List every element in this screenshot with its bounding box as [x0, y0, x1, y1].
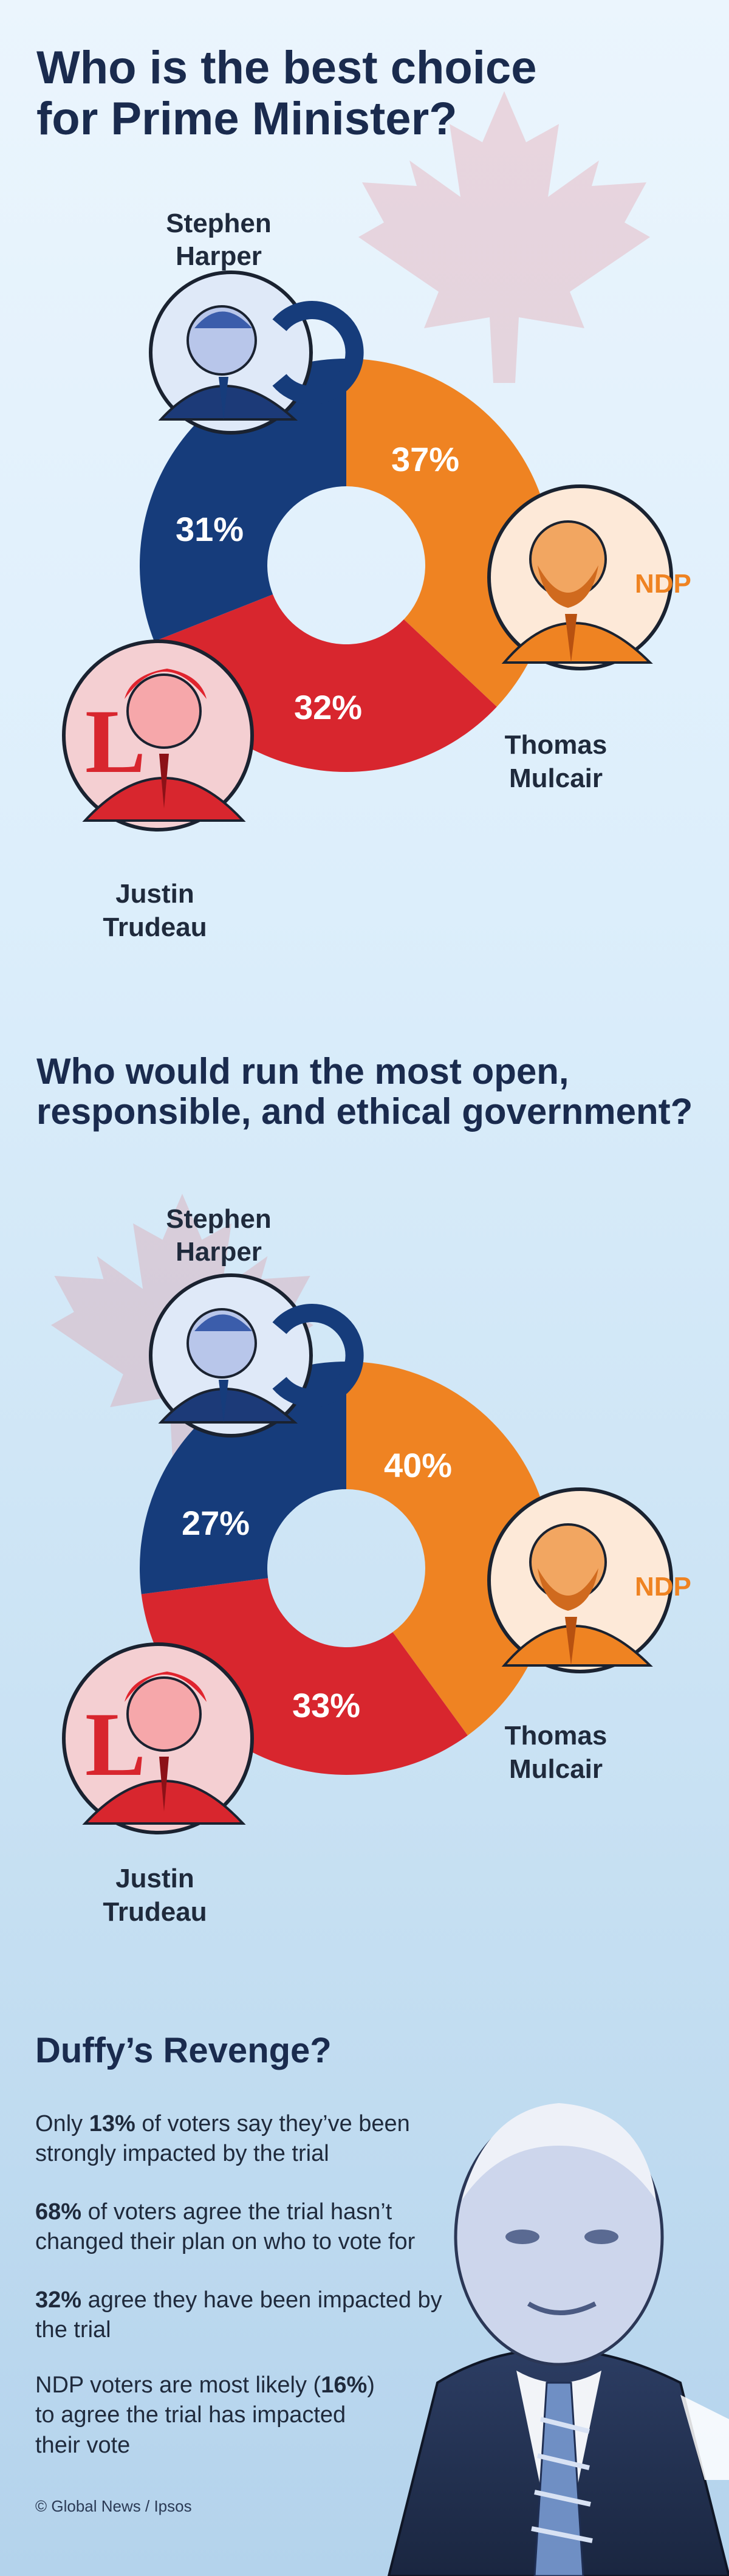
harper-slice-2	[140, 1362, 347, 1594]
stat-32-pct: 32% agree they have been impacted by the…	[35, 2285, 473, 2346]
chart-section-2: Who would run the most open, responsible…	[0, 1033, 729, 2006]
chart-1-title-line-1: Who is the best choice	[36, 42, 537, 94]
mulcair-label-line-1: Thomas	[505, 730, 608, 760]
mulcair-label-line-2: Mulcair	[509, 1754, 603, 1784]
trudeau-pct-label-2: 33%	[292, 1686, 360, 1724]
mulcair-slice-2	[346, 1362, 553, 1736]
harper-portrait-2	[149, 1273, 364, 1438]
mulcair-portrait-2: NDP	[487, 1487, 691, 1673]
trudeau-pct-label-1: 32%	[294, 688, 362, 726]
mulcair-portrait-1: NDP	[487, 484, 691, 670]
stat-1-text-a: Only	[35, 2111, 89, 2137]
conservative-logo-icon	[272, 301, 364, 404]
harper-label-line-1: Stephen	[166, 1204, 272, 1234]
ndp-logo-icon: NDP	[635, 569, 691, 599]
stat-3-value: 32%	[35, 2287, 82, 2313]
chart-1-title-line-2: for Prime Minister?	[36, 92, 457, 145]
chart-section-1: Who is the best choice for Prime Ministe…	[0, 0, 729, 1033]
maple-leaf-icon	[358, 91, 650, 383]
harper-label-line-1: Stephen	[166, 208, 272, 238]
chart-2-donut: NDP L Stephen Harper Thomas Mulcair Just…	[51, 1194, 691, 1927]
harper-label-line-2: Harper	[176, 1237, 262, 1267]
trudeau-label-line-2: Trudeau	[103, 1897, 207, 1927]
duffy-title: Duffy’s Revenge?	[35, 2031, 332, 2070]
stat-3-text-c: agree they have been impacted by the tri…	[35, 2287, 442, 2343]
trudeau-portrait-1: L	[62, 639, 254, 832]
stat-16-pct: NDP voters are most likely (16%) to agre…	[35, 2371, 375, 2461]
harper-label-line-2: Harper	[176, 241, 262, 271]
mulcair-pct-label-1: 37%	[391, 440, 459, 478]
stat-4-text-a: NDP voters are most likely (	[35, 2372, 321, 2398]
chart-2-title-line-2: responsible, and ethical government?	[36, 1091, 693, 1132]
chart-2-title-line-1: Who would run the most open,	[36, 1051, 569, 1092]
chart-1-title: Who is the best choice for Prime Ministe…	[36, 43, 536, 144]
stat-4-value: 16%	[321, 2372, 368, 2398]
stat-2-value: 68%	[35, 2199, 82, 2225]
harper-portrait-1	[149, 270, 364, 435]
stat-1-value: 13%	[89, 2111, 135, 2137]
stat-68-pct: 68% of voters agree the trial hasn’t cha…	[35, 2197, 473, 2257]
trudeau-label-line-2: Trudeau	[103, 912, 207, 942]
stat-13-pct: Only 13% of voters say they’ve been stro…	[35, 2109, 473, 2169]
stat-4-text-c: ) to agree the trial has impacted their …	[35, 2372, 375, 2458]
mulcair-label-line-1: Thomas	[505, 1721, 608, 1751]
mulcair-label-line-2: Mulcair	[509, 763, 603, 793]
harper-pct-label-1: 31%	[176, 510, 244, 548]
ndp-logo-icon: NDP	[635, 1572, 691, 1602]
source-credit: © Global News / Ipsos	[35, 2497, 192, 2515]
chart-1-donut: NDP L Stephen Harper Thomas Mulcair Just…	[62, 91, 691, 942]
conservative-logo-icon	[272, 1304, 364, 1407]
mulcair-pct-label-2: 40%	[384, 1446, 452, 1484]
trudeau-label-line-1: Justin	[115, 879, 194, 909]
duffy-portrait	[387, 2103, 729, 2576]
stat-2-text-c: of voters agree the trial hasn’t changed…	[35, 2199, 416, 2255]
harper-slice-1	[139, 359, 347, 642]
trudeau-portrait-2: L	[62, 1642, 254, 1834]
harper-pct-label-2: 27%	[182, 1504, 250, 1542]
trudeau-label-line-1: Justin	[115, 1864, 194, 1893]
chart-2-title: Who would run the most open, responsible…	[36, 1052, 693, 1132]
stat-1-text-c: of voters say they’ve been strongly impa…	[35, 2111, 410, 2167]
